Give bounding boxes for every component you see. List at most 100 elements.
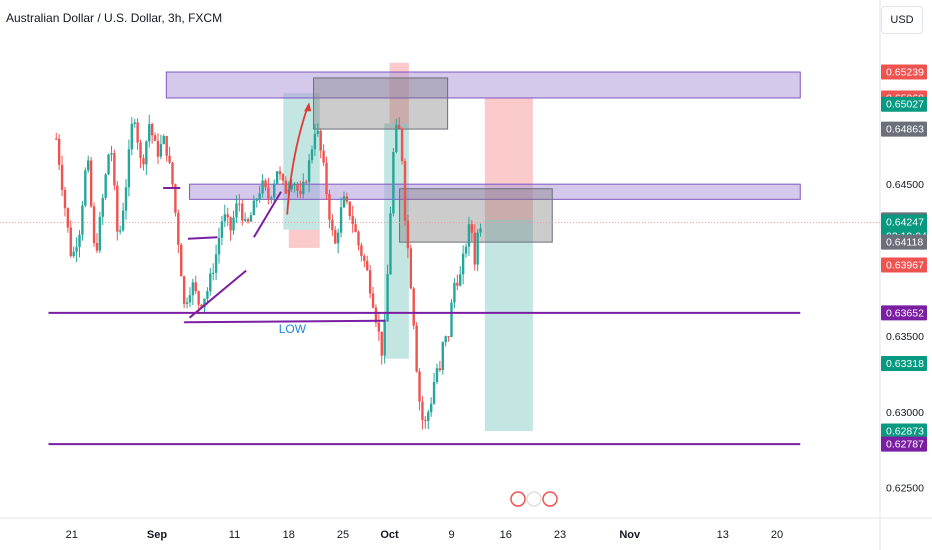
projection-arrow xyxy=(286,104,309,215)
candle-body xyxy=(130,123,134,150)
candle-body xyxy=(107,154,110,175)
candle-body xyxy=(412,288,415,326)
candle-body xyxy=(322,150,325,163)
candle-body xyxy=(81,205,84,235)
candle-body xyxy=(441,342,444,371)
candle-body xyxy=(406,220,410,249)
candle-body xyxy=(371,293,375,308)
x-tick-label: 11 xyxy=(229,529,240,541)
candle-body xyxy=(57,138,61,165)
candle-body xyxy=(348,201,351,217)
candle-body xyxy=(174,184,177,213)
candle-body xyxy=(211,272,215,274)
candle-body xyxy=(450,302,453,337)
candle-body xyxy=(60,164,64,190)
candle-body xyxy=(113,153,116,186)
candle-body xyxy=(473,232,476,265)
candle-body xyxy=(104,174,107,198)
candle-body xyxy=(223,214,227,222)
candle-body xyxy=(127,149,131,188)
rising-trendline-2 xyxy=(253,191,282,238)
candle-body xyxy=(84,170,87,206)
candle-body xyxy=(121,210,125,231)
candle-body xyxy=(470,224,474,233)
price-tag-label: 0.62787 xyxy=(886,439,924,451)
candle-body xyxy=(214,254,218,273)
event-icon-2 xyxy=(526,491,542,507)
candle-body xyxy=(148,124,151,142)
low-label: LOW xyxy=(279,322,307,336)
candle-body xyxy=(304,181,308,183)
candle-body xyxy=(435,368,439,382)
candle-body xyxy=(153,135,157,141)
price-tag xyxy=(881,257,927,273)
candle-body xyxy=(63,189,67,209)
candle-body xyxy=(345,196,349,202)
candle-body xyxy=(409,248,413,289)
candle-body xyxy=(290,184,293,190)
x-tick-label: Nov xyxy=(619,529,641,541)
candle-body xyxy=(302,181,305,195)
rising-trendline-1 xyxy=(188,269,247,319)
candle-body xyxy=(281,174,285,181)
candle-body xyxy=(118,230,122,232)
x-tick-label: 23 xyxy=(554,529,566,541)
price-tag-label: 0.65239 xyxy=(886,67,924,79)
candle-body xyxy=(162,136,165,145)
candle-body xyxy=(397,124,401,129)
candle-body xyxy=(188,295,192,303)
price-tag-label: 0.64247 xyxy=(886,217,924,229)
price-tag-label: 0.64118 xyxy=(886,237,923,249)
candle-body xyxy=(101,197,104,217)
price-tag xyxy=(881,423,927,439)
arrow-head xyxy=(304,102,312,112)
price-tag-label: 0.65027 xyxy=(886,99,924,111)
candle-body xyxy=(360,245,363,257)
candle-body xyxy=(264,180,267,188)
candle-body xyxy=(206,291,209,299)
candle-body xyxy=(424,419,427,421)
candle-body xyxy=(415,325,418,372)
candle-body xyxy=(296,184,299,191)
candle-body xyxy=(78,234,81,248)
position-main-profit xyxy=(484,219,533,432)
low-trendline xyxy=(184,319,386,324)
x-tick-label: 18 xyxy=(283,529,295,541)
candle-body xyxy=(444,336,447,343)
candle-body xyxy=(95,243,99,251)
candle-body xyxy=(142,158,145,165)
price-tag xyxy=(881,121,927,137)
candle-body xyxy=(351,216,354,225)
x-tick-label: Sep xyxy=(147,529,167,541)
candle-body xyxy=(185,302,189,304)
candle-body xyxy=(319,130,322,151)
currency-button[interactable]: USD xyxy=(881,6,923,34)
y-tick-label: 0.63500 xyxy=(886,331,924,343)
x-tick-label: 25 xyxy=(337,529,349,541)
candle-body xyxy=(165,136,168,156)
candle-body xyxy=(366,260,369,271)
candle-body xyxy=(238,203,241,205)
price-tag-label: 0.63652 xyxy=(886,307,924,319)
candle-body xyxy=(261,180,264,194)
candle-body xyxy=(203,298,206,308)
candle-body xyxy=(197,291,200,305)
candle-body xyxy=(209,273,212,292)
candle-body xyxy=(456,282,459,286)
y-tick-label: 0.64500 xyxy=(886,179,924,191)
candle-body xyxy=(243,219,247,221)
price-tag xyxy=(881,96,927,112)
candle-body xyxy=(72,251,75,257)
x-tick-label: 13 xyxy=(717,529,729,541)
price-tag-label: 0.63967 xyxy=(886,260,924,272)
candle-body xyxy=(354,224,357,232)
price-tag xyxy=(881,64,927,80)
candle-body xyxy=(368,270,372,294)
candle-body xyxy=(116,185,119,232)
candle-body xyxy=(133,122,136,124)
x-tick-label: 21 xyxy=(66,529,78,541)
candle-body xyxy=(331,219,334,231)
event-icon-3 xyxy=(542,491,558,507)
candle-body xyxy=(418,371,421,402)
